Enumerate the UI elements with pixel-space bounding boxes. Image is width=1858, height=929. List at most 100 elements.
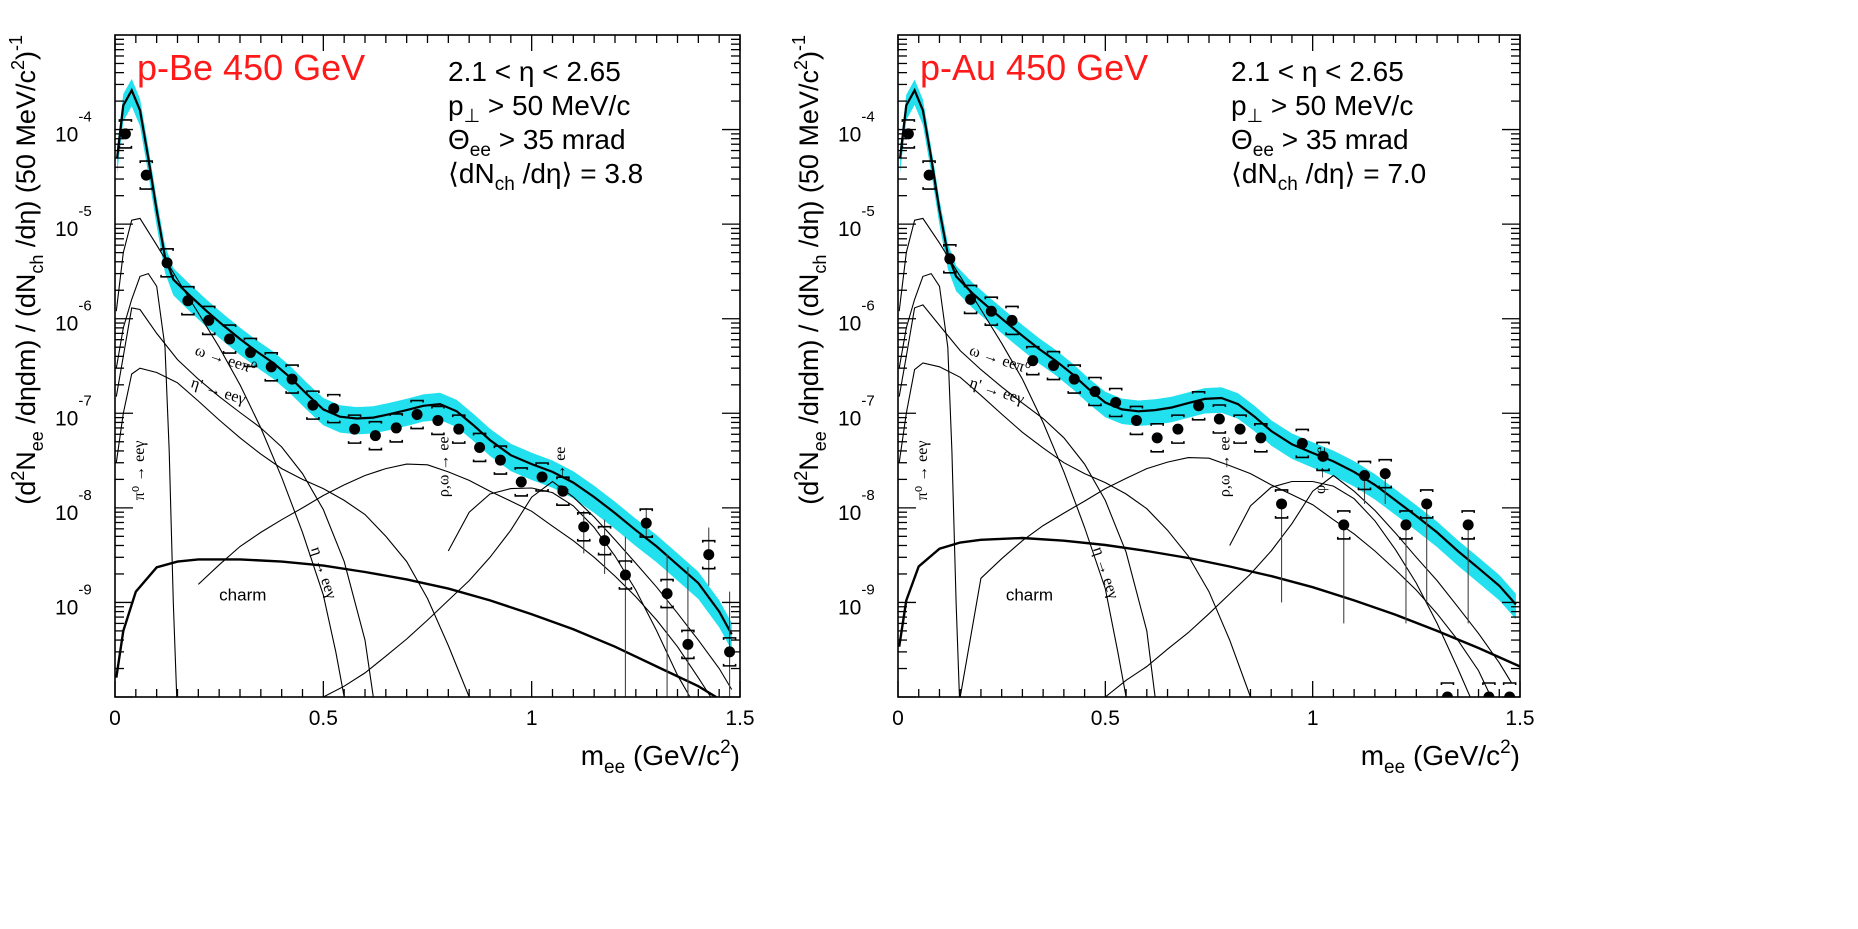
data-point xyxy=(161,257,173,269)
syst-bracket xyxy=(1191,390,1206,421)
data-point xyxy=(411,409,423,421)
y-tick-label: 10-7 xyxy=(838,392,875,430)
syst-bracket xyxy=(1150,423,1164,453)
data-point xyxy=(944,253,956,265)
x-label-part: (GeV/c xyxy=(1405,740,1500,771)
syst-bracket xyxy=(431,405,445,436)
x-label-sup: 2 xyxy=(1500,737,1511,758)
y-tick-label: 10-5 xyxy=(838,203,875,241)
info-part: > 35 mrad xyxy=(1274,124,1409,155)
info-pt: p⊥ > 50 MeV/c xyxy=(1231,90,1413,127)
syst-bracket xyxy=(1295,428,1310,459)
y-label-sub: ee xyxy=(810,431,830,451)
syst-bracket xyxy=(1419,489,1434,519)
syst-bracket xyxy=(389,413,404,443)
y-tick-exponent: -5 xyxy=(78,203,91,220)
syst-bracket xyxy=(493,445,508,475)
data-point xyxy=(536,471,548,483)
x-tick-label: 1.5 xyxy=(1505,707,1534,730)
data-point xyxy=(1110,397,1122,409)
syst-bracket xyxy=(368,420,383,451)
syst-bracket xyxy=(1274,489,1289,519)
syst-bracket xyxy=(1357,460,1372,491)
syst-bracket xyxy=(1046,350,1061,381)
syst-bracket xyxy=(681,629,695,660)
y-tick-base: 10 xyxy=(838,407,861,430)
syst-bracket xyxy=(1171,414,1185,444)
y-tick-exponent: -9 xyxy=(78,581,91,598)
curve-charm xyxy=(115,558,719,697)
data-point xyxy=(286,373,298,385)
syst-bracket xyxy=(1399,510,1413,540)
y-tick-base: 10 xyxy=(838,502,861,525)
component-label: charm xyxy=(1006,585,1053,604)
data-point xyxy=(1400,519,1412,531)
data-point xyxy=(1048,360,1059,372)
y-tick-base: 10 xyxy=(55,596,78,619)
info-pt: p⊥ > 50 MeV/c xyxy=(448,90,630,127)
y-tick-label: 10-9 xyxy=(838,581,875,619)
info-part: > 50 MeV/c xyxy=(480,90,630,121)
y-label-sup: 2 xyxy=(791,60,811,70)
syst-bracket xyxy=(701,539,716,570)
data-point xyxy=(703,549,715,561)
info-dndeta: ⟨dNch /dη⟩ = 7.0 xyxy=(1231,158,1426,195)
data-point xyxy=(453,423,465,435)
data-point xyxy=(1441,691,1453,697)
data-point xyxy=(1483,691,1495,697)
info-sub: ⊥ xyxy=(464,106,481,127)
y-label-sup: -1 xyxy=(789,35,809,51)
syst-bracket xyxy=(1502,682,1517,685)
syst-bracket xyxy=(1212,404,1227,434)
x-label-sub: ee xyxy=(604,757,625,778)
data-point xyxy=(1317,450,1329,462)
y-tick-exponent: -9 xyxy=(861,581,874,598)
y-tick-label: 10-4 xyxy=(838,109,875,147)
data-point xyxy=(307,399,319,411)
y-label-part: ) xyxy=(794,51,824,60)
y-tick-label: 10-9 xyxy=(55,581,92,619)
syst-bracket xyxy=(201,305,216,336)
x-label-part: ) xyxy=(731,740,740,771)
x-tick-label: 1.5 xyxy=(725,707,754,730)
data-point xyxy=(1151,432,1163,444)
data-point xyxy=(1234,423,1246,435)
data-point xyxy=(474,441,486,453)
curve-phi xyxy=(1229,480,1471,697)
x-label-part: m xyxy=(1361,740,1384,771)
data-point xyxy=(140,169,152,181)
x-tick-label: 0.5 xyxy=(1091,707,1120,730)
syst-bracket xyxy=(1461,510,1475,540)
info-part: ⟨dN xyxy=(448,158,495,189)
syst-bracket xyxy=(660,578,674,609)
y-tick-exponent: -5 xyxy=(861,203,874,220)
info-eta: 2.1 < η < 2.65 xyxy=(1231,56,1404,87)
data-point xyxy=(619,569,631,581)
panel-title: p-Be 450 GeV xyxy=(137,47,365,88)
data-point xyxy=(1276,498,1288,510)
curve-pi0 xyxy=(898,272,961,697)
y-tick-base: 10 xyxy=(55,502,78,525)
panel-title: p-Au 450 GeV xyxy=(920,47,1148,88)
data-point xyxy=(1255,432,1267,444)
data-point xyxy=(599,535,611,547)
data-point xyxy=(224,333,236,345)
syst-bracket xyxy=(472,432,487,463)
info-sub: ch xyxy=(1278,174,1298,195)
data-point xyxy=(1421,498,1433,510)
syst-bracket xyxy=(118,119,133,149)
curve-omega_dalitz xyxy=(115,307,374,697)
y-label-part: /dηdm) / (dN xyxy=(11,274,41,432)
data-point xyxy=(1504,691,1516,697)
data-point xyxy=(119,128,131,140)
component-label: ρ,ω → ee xyxy=(1217,436,1234,497)
data-point xyxy=(390,422,402,434)
data-point xyxy=(1379,468,1391,480)
syst-bracket xyxy=(1233,414,1247,444)
data-point xyxy=(1089,385,1101,397)
y-label-sub: ee xyxy=(27,431,47,451)
data-point xyxy=(1296,437,1308,449)
y-tick-exponent: -4 xyxy=(861,109,874,126)
info-part: Θ xyxy=(1231,124,1253,155)
x-label-part: m xyxy=(581,740,604,771)
